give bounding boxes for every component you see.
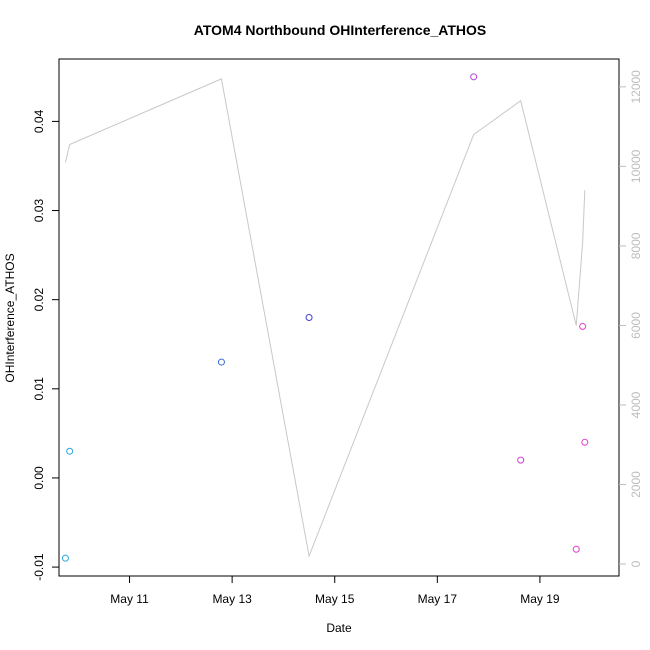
x-tick-label: May 13 xyxy=(212,592,252,606)
y-tick-label-left: 0.04 xyxy=(32,109,46,133)
data-point xyxy=(581,438,589,446)
series-line xyxy=(64,78,586,558)
data-point xyxy=(61,554,69,562)
x-axis-label: Date xyxy=(326,621,352,635)
data-point xyxy=(572,545,580,553)
y-tick-label-right: 6000 xyxy=(629,312,643,339)
y-tick-label-right: 12000 xyxy=(629,70,643,104)
y-tick-label-right: 2000 xyxy=(629,471,643,498)
y-axis-right: 0 2000 4000 6000 8000 10000 12000 xyxy=(619,70,643,567)
data-point xyxy=(66,447,74,455)
series-points xyxy=(61,73,589,562)
data-point xyxy=(517,456,525,464)
data-point xyxy=(305,314,313,321)
y-axis-label: OHInterference_ATHOS xyxy=(3,253,17,382)
plot-area xyxy=(58,58,620,577)
y-tick-label-left: 0.01 xyxy=(32,377,46,401)
x-tick-label: May 17 xyxy=(418,592,458,606)
y-tick-label-right: 0 xyxy=(629,560,643,567)
series-line-path xyxy=(64,78,586,558)
y-tick-label-left: -0.01 xyxy=(32,553,46,581)
data-point xyxy=(217,358,225,366)
y-tick-label-left: 0.03 xyxy=(32,199,46,223)
x-tick-label: May 11 xyxy=(110,592,149,606)
y-tick-label-left: 0.02 xyxy=(32,288,46,312)
data-point xyxy=(579,322,587,330)
x-axis: May 11 May 13 May 15 May 17 May 19 xyxy=(110,576,560,606)
x-tick-label: May 15 xyxy=(315,592,355,606)
y-tick-label-right: 10000 xyxy=(629,149,643,183)
y-axis-left: -0.01 0.00 0.01 0.02 0.03 0.04 xyxy=(32,109,60,581)
y-tick-label-right: 4000 xyxy=(629,391,643,418)
y-tick-label-right: 8000 xyxy=(629,232,643,259)
data-point xyxy=(470,73,478,81)
chart-title: ATOM4 Northbound OHInterference_ATHOS xyxy=(194,22,486,38)
y-tick-label-left: 0.00 xyxy=(32,466,46,490)
x-tick-label: May 19 xyxy=(520,592,560,606)
